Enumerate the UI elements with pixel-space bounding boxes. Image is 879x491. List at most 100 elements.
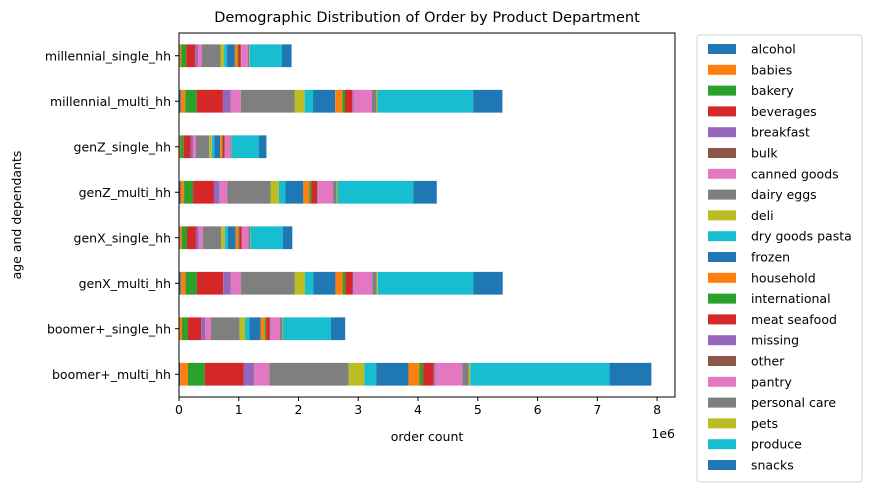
bar-millennial_multi_hh-babies <box>180 89 186 113</box>
bar-genZ_multi_hh-canned-goods <box>219 180 228 204</box>
bar-genX_single_hh-babies <box>179 226 182 250</box>
legend-swatch-produce <box>708 439 736 450</box>
legend-swatch-alcohol <box>708 44 736 54</box>
bar-millennial_multi_hh-deli <box>294 89 305 113</box>
y-tick-label: genZ_single_hh <box>74 139 171 154</box>
bar-genZ_single_hh-pantry <box>224 135 231 159</box>
legend-label: personal care <box>751 395 836 410</box>
bar-genZ_multi_hh-babies <box>180 180 185 204</box>
bar-boomer+_single_hh-pets <box>282 317 284 341</box>
bar-genZ_multi_hh-dairy-eggs <box>227 180 271 204</box>
bar-genZ_single_hh-international <box>222 135 223 159</box>
legend-label: household <box>751 270 816 285</box>
bar-millennial_multi_hh-dry-goods-pasta <box>304 89 314 113</box>
bar-genX_single_hh-frozen <box>227 226 236 250</box>
x-tick-label: 0 <box>175 402 183 417</box>
bar-boomer+_multi_hh-beverages <box>204 362 244 386</box>
bar-genX_multi_hh-household <box>335 271 343 295</box>
bar-genZ_single_hh-produce <box>231 135 259 159</box>
bar-boomer+_multi_hh-alcohol <box>179 362 181 386</box>
legend-swatch-beverages <box>708 106 736 117</box>
bar-genX_multi_hh-babies <box>180 271 186 295</box>
y-tick-label: genZ_multi_hh <box>79 185 171 200</box>
legend-swatch-pets <box>708 418 736 429</box>
bar-boomer+_single_hh-dry-goods-pasta <box>245 317 250 341</box>
bar-genZ_multi_hh-frozen <box>285 180 304 204</box>
bar-boomer+_multi_hh-bakery <box>187 362 205 386</box>
legend-frame <box>696 34 863 483</box>
legend: alcohol babies bakery beverages breakfast bul… <box>696 34 863 483</box>
legend-label: produce <box>751 437 802 452</box>
bar-genZ_multi_hh-dry-goods-pasta <box>278 180 286 204</box>
bar-boomer+_multi_hh-produce <box>470 362 610 386</box>
x-axis: 0 1 2 3 4 5 6 7 8 <box>175 397 661 417</box>
bar-genX_multi_hh-produce <box>377 271 474 295</box>
bar-genX_single_hh-household <box>235 226 239 250</box>
bar-genX_multi_hh-breakfast <box>223 271 231 295</box>
bar-boomer+_single_hh-meat-seafood <box>266 317 270 341</box>
legend-label: missing <box>751 333 799 348</box>
bar-boomer+_single_hh-snacks <box>330 317 346 341</box>
bar-boomer+_single_hh-personal-care <box>280 317 283 341</box>
legend-label: alcohol <box>751 42 796 57</box>
bar-boomer+_multi_hh-pets <box>468 362 471 386</box>
bar-genX_multi_hh-deli <box>294 271 305 295</box>
bar-millennial_single_hh-babies <box>179 44 182 68</box>
bar-millennial_single_hh-personal-care <box>247 44 250 68</box>
bar-boomer+_multi_hh-frozen <box>376 362 409 386</box>
bar-millennial_single_hh-dairy-eggs <box>202 44 221 68</box>
bar-boomer+_single_hh-household <box>260 317 265 341</box>
bar-millennial_multi_hh-breakfast <box>222 89 231 113</box>
bar-boomer+_single_hh-produce <box>283 317 331 341</box>
legend-label: meat seafood <box>751 312 837 327</box>
x-tick-label: 6 <box>534 402 542 417</box>
bar-genX_multi_hh-snacks <box>473 271 503 295</box>
bar-boomer+_multi_hh-meat-seafood <box>423 362 434 386</box>
legend-label: canned goods <box>751 166 839 181</box>
legend-label: bakery <box>751 83 794 98</box>
x-tick-label: 1 <box>235 402 243 417</box>
bar-millennial_multi_hh-bakery <box>185 89 197 113</box>
bar-boomer+_multi_hh-canned-goods <box>254 362 270 386</box>
x-tick-label: 7 <box>593 402 601 417</box>
bar-genZ_single_hh-breakfast <box>190 135 193 159</box>
bar-genX_single_hh-pantry <box>241 226 249 250</box>
legend-label: bulk <box>751 146 778 161</box>
bar-genZ_single_hh-deli <box>209 135 212 159</box>
bar-genX_single_hh-canned-goods <box>198 226 203 250</box>
x-tick-label: 3 <box>354 402 362 417</box>
bar-genX_single_hh-breakfast <box>195 226 199 250</box>
bar-boomer+_single_hh-canned-goods <box>205 317 211 341</box>
bar-genX_multi_hh-frozen <box>313 271 336 295</box>
bar-boomer+_multi_hh-other <box>434 362 436 386</box>
legend-swatch-bakery <box>708 85 736 96</box>
bar-genX_multi_hh-dry-goods-pasta <box>304 271 314 295</box>
legend-label: other <box>751 354 785 369</box>
bar-boomer+_multi_hh-international <box>419 362 424 386</box>
legend-swatch-dairy-eggs <box>708 189 736 200</box>
y-axis: boomer+_multi_hh boomer+_single_hh genX_mu… <box>45 48 179 382</box>
y-tick-label: boomer+_multi_hh <box>52 367 171 382</box>
bar-boomer+_multi_hh-pantry <box>435 362 463 386</box>
bar-genZ_multi_hh-pantry <box>318 180 334 204</box>
bar-boomer+_multi_hh-breakfast <box>243 362 254 386</box>
bar-genZ_multi_hh-international <box>309 180 312 204</box>
legend-label: breakfast <box>751 125 810 140</box>
bar-genZ_multi_hh-snacks <box>413 180 437 204</box>
bar-millennial_single_hh-produce <box>249 44 283 68</box>
legend-swatch-international <box>708 293 736 304</box>
bar-genX_multi_hh-alcohol <box>179 271 181 295</box>
bar-millennial_multi_hh-personal-care <box>371 89 377 113</box>
legend-swatch-snacks <box>708 460 736 470</box>
bar-genZ_single_hh-bakery <box>180 135 184 159</box>
bar-genX_multi_hh-beverages <box>196 271 224 295</box>
legend-label: frozen <box>751 250 790 265</box>
bar-genZ_single_hh-dairy-eggs <box>196 135 210 159</box>
bar-boomer+_single_hh-international <box>264 317 267 341</box>
bar-millennial_single_hh-international <box>237 44 239 68</box>
y-tick-label: genX_single_hh <box>74 230 171 245</box>
legend-label: deli <box>751 208 774 223</box>
bar-genZ_multi_hh-alcohol <box>179 180 181 204</box>
bar-genX_multi_hh-dairy-eggs <box>241 271 295 295</box>
